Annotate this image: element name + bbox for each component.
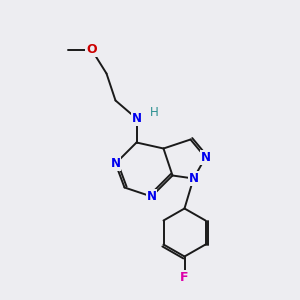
- Text: H: H: [150, 106, 159, 119]
- Text: O: O: [86, 43, 97, 56]
- Text: N: N: [146, 190, 157, 203]
- Text: N: N: [131, 112, 142, 125]
- Text: N: N: [188, 172, 199, 185]
- Text: N: N: [200, 151, 211, 164]
- Text: N: N: [110, 157, 121, 170]
- Text: F: F: [180, 271, 189, 284]
